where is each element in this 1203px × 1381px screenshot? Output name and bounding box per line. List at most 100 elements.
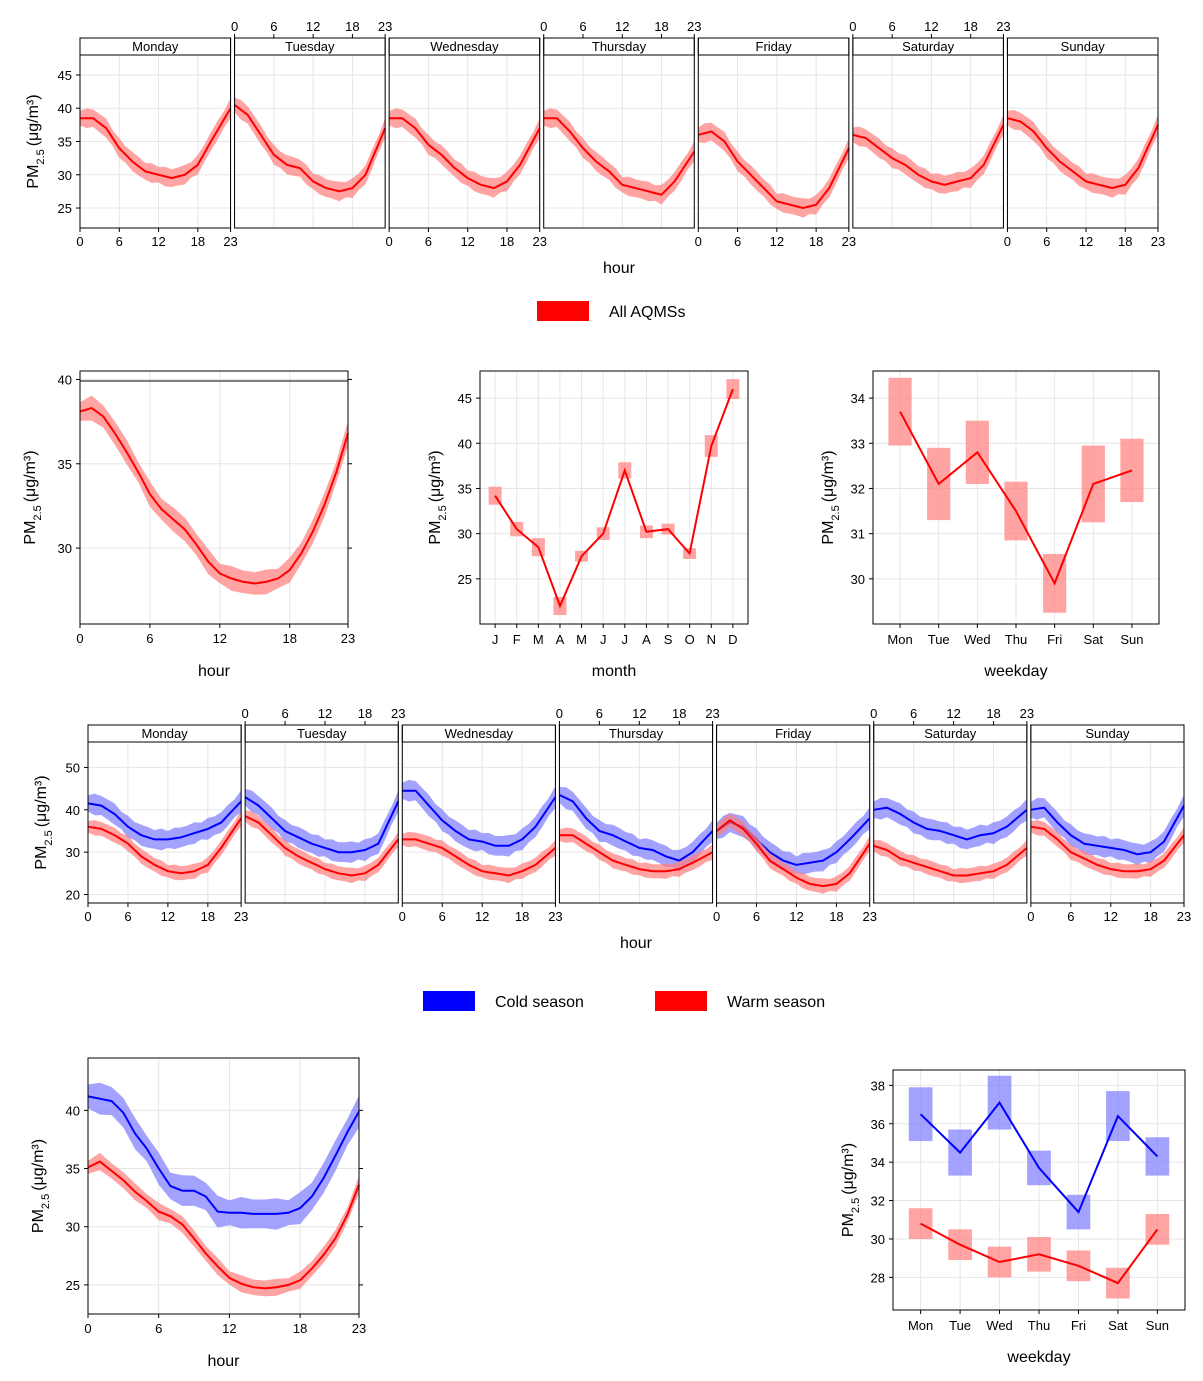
- series-0-ci-band: [245, 789, 399, 863]
- x-tick-label: 6: [155, 1321, 162, 1336]
- x-tick-label: 0: [231, 19, 238, 34]
- series-0-line: [402, 789, 557, 847]
- panel-tuesday: Tuesday 0 6 12 18 23: [231, 19, 392, 229]
- x-tick-label: 23: [352, 1321, 366, 1336]
- x-tick-label: 0: [556, 706, 563, 721]
- x-tick-label: 6: [579, 19, 586, 34]
- y-tick-label: 40: [66, 1103, 80, 1118]
- x-tick-label: 12: [632, 706, 646, 721]
- panel-frame: [234, 37, 386, 229]
- x-tick-label: 0: [399, 909, 406, 924]
- series-1-line: [244, 815, 400, 877]
- x-tick-label: 6: [753, 909, 760, 924]
- y-axis-label-text: PM2.5(μg/m³): [427, 450, 449, 544]
- x-tick-label: 18: [1143, 909, 1157, 924]
- series-1-ci-band: [873, 840, 1027, 884]
- y-tick-label: 32: [851, 481, 865, 496]
- strip-label: Thursday: [609, 726, 664, 741]
- x-tick-label: 6: [124, 909, 131, 924]
- y-axis-label: PM2.5(μg/m³): [22, 450, 44, 544]
- y-tick-label: 28: [871, 1270, 885, 1285]
- series-0-ci-bar: [1120, 438, 1144, 503]
- series-0-ci-band: [88, 790, 242, 851]
- x-tick-label: 6: [281, 706, 288, 721]
- weekday-season-panel: Mon Tue Wed Thu Fri Sat Sun 28 30 32 34 36 38 weekday: [871, 1069, 1186, 1366]
- y-axis-label: PM2.5(μg/m³): [25, 94, 47, 188]
- panel-saturday: Saturday 0 6 12 18 23: [870, 706, 1034, 904]
- x-tick-label: 18: [1118, 234, 1132, 249]
- x-tick-label: Sat: [1108, 1318, 1128, 1333]
- y-tick-label: 35: [58, 135, 72, 150]
- x-tick-label: Mon: [908, 1318, 933, 1333]
- y-axis-label-text: PM2.5(μg/m³): [30, 1139, 52, 1233]
- x-tick-label: 6: [889, 19, 896, 34]
- series-0-ci-band: [1007, 110, 1158, 198]
- x-tick-label: 23: [842, 234, 856, 249]
- y-tick-label: 38: [871, 1078, 885, 1093]
- x-tick-label: 12: [1079, 234, 1093, 249]
- panel-saturday: Saturday 0 6 12 18 23: [849, 19, 1011, 229]
- series-1-line: [87, 1160, 360, 1290]
- x-tick-label: J: [622, 632, 629, 647]
- x-tick-label: 18: [986, 706, 1000, 721]
- x-tick-label: A: [556, 632, 565, 647]
- x-tick-label: 18: [201, 909, 215, 924]
- x-tick-label: Sun: [1120, 632, 1143, 647]
- y-axis-label: PM2.5(μg/m³): [427, 450, 449, 544]
- x-tick-label: 0: [540, 19, 547, 34]
- series-0-line: [558, 794, 714, 862]
- x-tick-label: 0: [695, 234, 702, 249]
- legend-label: Warm season: [727, 994, 825, 1011]
- x-tick-label: 12: [222, 1321, 236, 1336]
- x-tick-label: Sun: [1146, 1318, 1169, 1333]
- panel-frame: [244, 724, 399, 904]
- series-1-line: [715, 819, 871, 888]
- x-tick-label: 6: [439, 909, 446, 924]
- hour-panel: 0 6 12 18 23 30 35 40 hour: [58, 370, 355, 680]
- x-tick-label: 18: [358, 706, 372, 721]
- panel-sunday: Sunday 0 6 12 18 23: [1027, 724, 1191, 924]
- panel-wednesday: Wednesday 0 6 12 18 23: [386, 37, 547, 249]
- x-tick-label: 12: [475, 909, 489, 924]
- series-0-line: [79, 407, 349, 585]
- legend-swatch: [423, 991, 475, 1011]
- x-tick-label: 12: [946, 706, 960, 721]
- y-tick-label: 40: [66, 803, 80, 818]
- x-tick-label: 23: [862, 909, 876, 924]
- hour-panel: 0 6 12 18 23 25 30 35 40 hour: [66, 1057, 366, 1370]
- x-axis-label: hour: [198, 663, 231, 680]
- panel-frame: [1006, 37, 1159, 229]
- x-tick-label: 6: [425, 234, 432, 249]
- strip-label: Tuesday: [297, 726, 347, 741]
- x-tick-label: 0: [870, 706, 877, 721]
- x-tick-label: 12: [213, 631, 227, 646]
- panel-frame: [716, 724, 871, 904]
- series-1-ci-band: [88, 1152, 359, 1297]
- x-tick-label: 0: [242, 706, 249, 721]
- x-tick-label: 12: [460, 234, 474, 249]
- x-tick-label: 12: [789, 909, 803, 924]
- x-tick-label: 23: [378, 19, 392, 34]
- panel-frame: [87, 1057, 360, 1315]
- strip-label: Thursday: [592, 39, 647, 54]
- series-0-ci-bar: [888, 377, 912, 446]
- y-tick-label: 30: [871, 1232, 885, 1247]
- y-tick-label: 30: [458, 527, 472, 542]
- x-tick-label: 6: [146, 631, 153, 646]
- y-tick-label: 50: [66, 760, 80, 775]
- x-tick-label: J: [600, 632, 607, 647]
- y-tick-label: 30: [58, 541, 72, 556]
- x-tick-label: D: [728, 632, 737, 647]
- panel-tuesday: Tuesday 0 6 12 18 23: [242, 706, 406, 904]
- series-0-line: [852, 124, 1005, 186]
- y-axis-label-text: PM2.5(μg/m³): [820, 450, 842, 544]
- y-tick-label: 31: [851, 527, 865, 542]
- y-tick-label: 30: [66, 845, 80, 860]
- x-tick-label: 18: [345, 19, 359, 34]
- x-tick-label: Wed: [964, 632, 991, 647]
- strip-label: Sunday: [1085, 726, 1130, 741]
- series-1-line: [873, 844, 1028, 877]
- series-0-ci-band: [716, 807, 870, 875]
- y-tick-label: 36: [871, 1117, 885, 1132]
